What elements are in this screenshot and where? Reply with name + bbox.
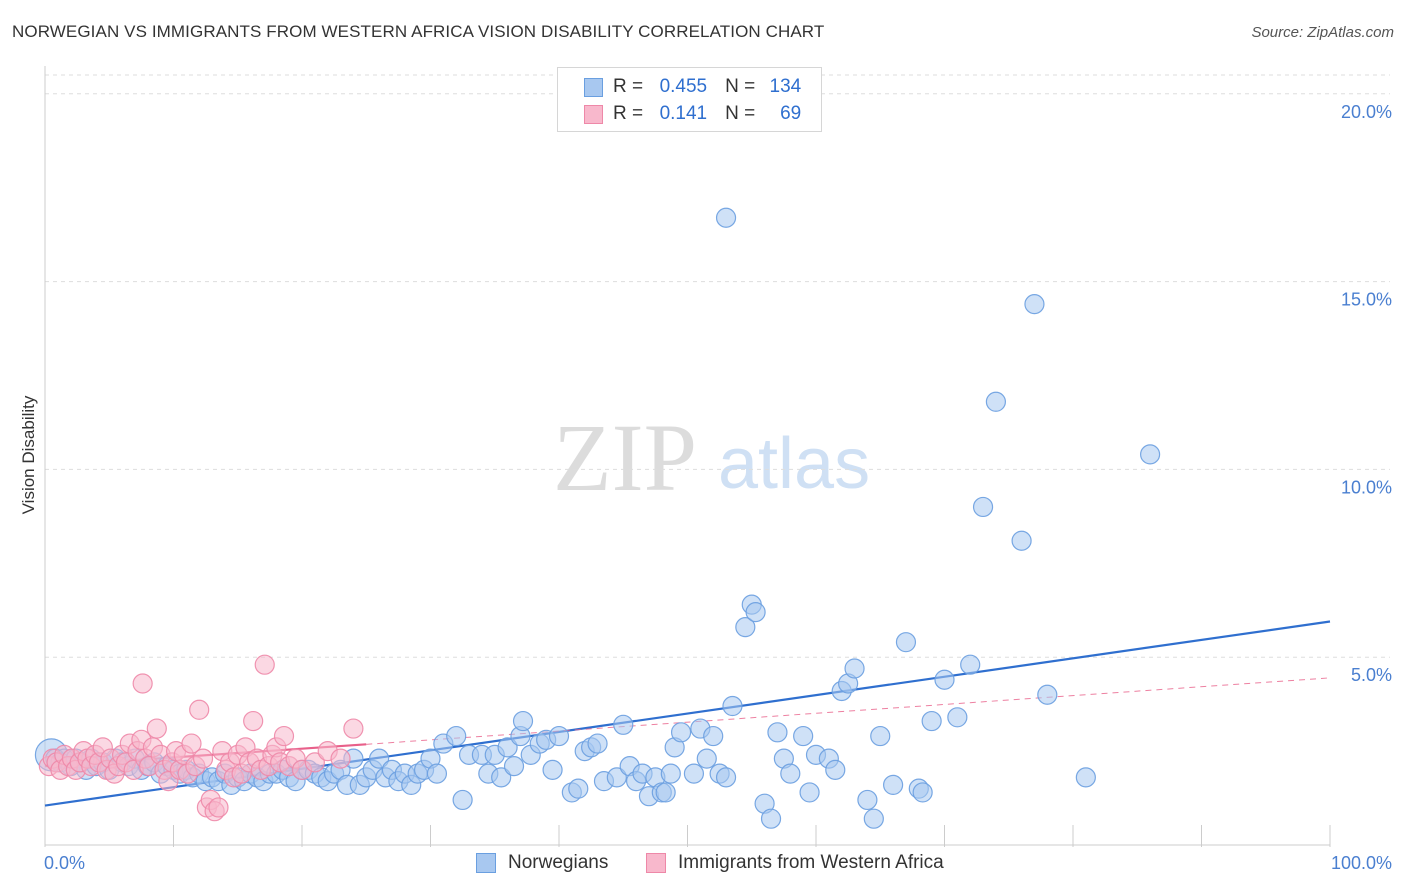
norwegian-point [960,654,981,675]
legend-r-value: 0.455 [659,76,708,97]
norwegian-point [882,774,904,796]
norwegian-point [369,748,390,769]
y-tick-label: 15.0% [1341,290,1392,310]
bottom-legend-swatch-pink [646,853,666,873]
immigrant-point [330,748,351,769]
norwegian-point [655,782,676,803]
legend-r-label: R = [613,103,644,124]
norwegian-point [870,725,891,747]
norwegian-point [844,658,865,679]
norwegian-point [1037,684,1058,705]
norwegian-point [863,808,884,829]
norwegian-point [568,778,589,799]
y-tick-label: 10.0% [1341,477,1392,497]
immigrant-point [146,718,167,739]
legend-row-norwegians: R = 0.455 N = 134 [584,74,801,100]
norwegian-point [767,722,788,743]
legend-n-label: N = [725,103,756,124]
bottom-legend: Norwegians Immigrants from Western Afric… [0,852,1406,878]
legend-row-immigrants: R = 0.141 N = 69 [584,101,801,127]
norwegian-point [793,725,814,747]
y-tick-label: 5.0% [1351,665,1392,685]
norwegian-point [1011,530,1032,551]
bottom-legend-label: Norwegians [508,852,609,873]
legend-n-value: 69 [780,103,802,124]
norwegian-point [426,763,448,784]
norwegian-point [542,759,563,780]
norwegian-point [1024,294,1045,315]
norwegian-point [703,725,724,747]
watermark: ZIP atlas [553,404,870,511]
norwegian-point [715,767,737,788]
norwegian-point [912,782,933,803]
norwegian-point [799,782,820,803]
legend-n-value: 134 [769,76,802,97]
legend-r-label: R = [613,76,644,97]
legend-swatch-pink [584,104,603,124]
bottom-legend-norwegians: Norwegians [476,852,608,874]
norwegian-point [512,710,534,732]
norwegian-point [660,763,681,784]
y-axis-label: Vision Disability [19,395,38,514]
x-tick-label: 0.0% [44,853,85,873]
norwegian-point [670,722,692,743]
norwegian-point [1139,444,1161,465]
norwegian-point [947,707,968,728]
immigrant-point [254,654,275,675]
norwegian-point [895,632,917,653]
watermark-zip: ZIP [553,404,697,511]
norwegian-point [921,710,942,732]
norwegian-point [497,737,518,758]
norwegian-point [722,695,743,717]
norwegian-point [1075,767,1096,788]
legend: R = 0.455 N = 134 R = 0.141 N = 69 [557,67,822,132]
immigrant-point [192,748,214,769]
watermark-atlas: atlas [718,424,870,504]
bottom-legend-swatch-blue [476,853,496,873]
immigrant-point [132,673,153,694]
norwegian-point [985,391,1007,412]
norwegian-point [452,789,473,811]
bottom-legend-label: Immigrants from Western Africa [678,852,944,873]
immigrant-point [189,699,210,720]
y-tick-label: 20.0% [1341,102,1392,122]
norwegian-point [745,602,766,623]
immigrant-point [181,733,202,754]
immigrant-point [273,725,295,747]
immigrant-point [343,718,364,739]
norwegian-point [760,808,782,829]
chart-source: Source: ZipAtlas.com [1251,24,1394,41]
immigrant-point [304,752,325,773]
immigrant-point [243,710,264,732]
norwegian-point [606,767,627,788]
norwegian-point [548,725,570,747]
norwegian-point [503,756,525,777]
bottom-legend-immigrants: Immigrants from Western Africa [646,852,944,874]
legend-n-label: N = [725,76,756,97]
legend-r-value: 0.141 [659,103,708,124]
norwegian-point [715,207,737,228]
norwegian-point [491,767,512,788]
norwegian-point [735,617,756,638]
norwegian-point [613,714,634,735]
norwegian-point [857,789,878,811]
norwegian-point [825,759,846,780]
norwegian-point [972,496,994,518]
norwegian-point [587,733,608,754]
immigrant-trendline-extension [366,677,1331,745]
x-tick-label: 100.0% [1331,853,1392,873]
chart-title: NORWEGIAN VS IMMIGRANTS FROM WESTERN AFR… [12,22,825,41]
norwegian-point [683,763,705,784]
norwegian-point [780,763,801,784]
norwegian-point [934,669,955,690]
immigrant-point [208,797,229,818]
norwegian-point [696,748,717,769]
norwegian-point [446,725,467,747]
legend-swatch-blue [584,77,603,97]
